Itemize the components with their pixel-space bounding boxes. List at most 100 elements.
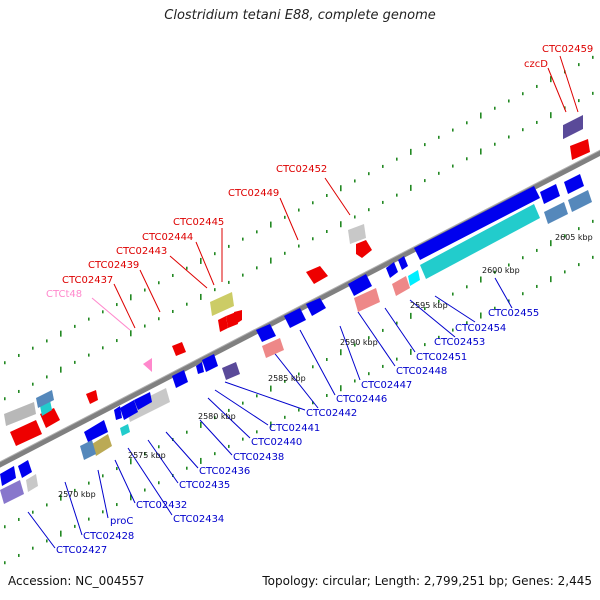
tick-mark (438, 299, 440, 303)
tick-mark (536, 84, 538, 88)
gene-label: CTCt48 (46, 289, 82, 300)
tick-mark (340, 221, 342, 228)
tick-mark (228, 280, 230, 284)
tick-mark (522, 292, 524, 296)
tick-mark (130, 330, 132, 337)
gene-label: proC (110, 516, 133, 527)
tick-mark (186, 266, 188, 270)
tick-mark (88, 317, 90, 321)
tick-mark (340, 185, 342, 192)
tick-mark (158, 317, 160, 321)
tick-mark (32, 346, 34, 350)
gene-cyan-small (120, 424, 130, 436)
gene-ctc02455 (420, 204, 540, 279)
gene-ctct48 (143, 358, 152, 372)
tick-mark (354, 379, 356, 383)
reverse-strand-genes (0, 174, 592, 504)
gene-ctc02440 (262, 338, 284, 358)
tick-mark (298, 408, 300, 412)
gene-label: CTC02432 (136, 500, 187, 511)
scale-label: 2570 kbp (58, 490, 96, 499)
gene-label: CTC02434 (173, 514, 224, 525)
tick-mark (18, 553, 20, 557)
tick-mark (564, 234, 566, 238)
tick-mark (186, 302, 188, 306)
gene-label: CTC02435 (179, 480, 230, 491)
gene-ctc02452 (356, 240, 372, 258)
genome-backbone-inner (0, 149, 600, 463)
tick-mark (284, 215, 286, 219)
gene-label: CTC02452 (276, 164, 327, 175)
tick-mark (452, 164, 454, 168)
gene-grey-left (4, 402, 36, 426)
gene-ctc02441 (256, 324, 276, 342)
tick-mark (60, 494, 62, 501)
scale-labels: 2570 kbp 2575 kbp 2580 kbp 2585 kbp 2590… (58, 233, 593, 499)
tick-mark (312, 201, 314, 205)
gene-ctc02436 (202, 354, 218, 372)
gene-label: CTC02441 (269, 423, 320, 434)
tick-mark (214, 452, 216, 456)
tick-mark (116, 503, 118, 507)
tick-mark (494, 306, 496, 310)
gene-label: CTC02455 (488, 308, 539, 319)
tick-mark (130, 458, 132, 465)
tick-mark (312, 237, 314, 241)
gene-red-left-2 (10, 420, 42, 446)
gene-grey-top-right (348, 224, 366, 244)
gene-label: CTC02445 (173, 217, 224, 228)
tick-marks (4, 55, 594, 565)
tick-mark (424, 343, 426, 347)
tick-mark (438, 171, 440, 175)
tick-mark (410, 148, 412, 155)
tick-mark (46, 539, 48, 543)
gene-ctc02442b (284, 308, 306, 328)
tick-mark (298, 372, 300, 376)
tick-mark (536, 248, 538, 252)
tick-mark (200, 421, 202, 428)
tick-mark (200, 293, 202, 300)
tick-mark (144, 452, 146, 456)
tick-mark (242, 437, 244, 441)
tick-mark (172, 309, 174, 313)
tick-mark (284, 379, 286, 383)
tick-mark (270, 221, 272, 228)
tick-mark (270, 385, 272, 392)
tick-mark (550, 76, 552, 83)
tick-mark (466, 321, 468, 325)
tick-mark (116, 303, 118, 307)
gene-ctc02427c (0, 466, 16, 486)
gene-ctc02453 (408, 270, 420, 286)
tick-mark (494, 106, 496, 110)
tick-mark (74, 360, 76, 364)
tick-mark (18, 389, 20, 393)
gene-label: CTC02454 (455, 323, 506, 334)
tick-mark (158, 445, 160, 449)
gene-ctc02446b (398, 256, 408, 270)
tick-mark (256, 430, 258, 434)
tick-mark (354, 215, 356, 219)
tick-mark (256, 266, 258, 270)
tick-mark (410, 348, 412, 355)
tick-mark (424, 307, 426, 311)
tick-mark (74, 524, 76, 528)
tick-mark (214, 252, 216, 256)
tick-mark (4, 561, 6, 565)
tick-mark (438, 135, 440, 139)
tick-mark (592, 55, 594, 59)
tick-mark (144, 324, 146, 328)
tick-mark (494, 142, 496, 146)
scale-label: 2590 kbp (340, 338, 378, 347)
tick-mark (116, 467, 118, 471)
tick-mark (508, 135, 510, 139)
gene-steel-1 (544, 202, 568, 224)
gene-ctc02438 (222, 362, 240, 380)
tick-mark (200, 257, 202, 264)
gene-ctc02446a (386, 262, 398, 278)
gene-ctc02432b (134, 392, 152, 410)
tick-mark (354, 343, 356, 347)
tick-mark (298, 208, 300, 212)
tick-mark (74, 324, 76, 328)
tick-mark (452, 292, 454, 296)
gene-ctc02435 (172, 370, 188, 388)
